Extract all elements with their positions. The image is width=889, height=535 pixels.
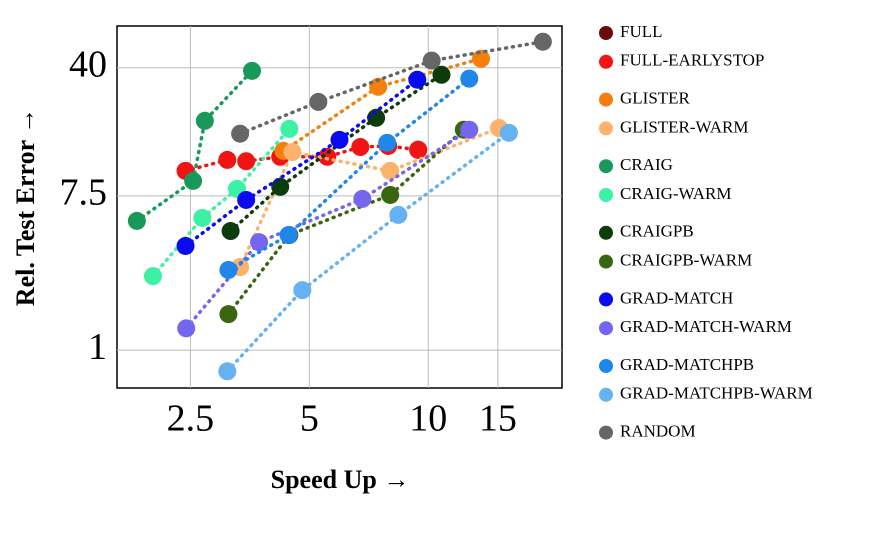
legend-label: CRAIG-WARM bbox=[620, 184, 731, 203]
point bbox=[472, 49, 491, 68]
x-tick-label: 2.5 bbox=[167, 398, 215, 440]
legend-label: GRAD-MATCH-WARM bbox=[620, 317, 792, 336]
y-tick-label: 40 bbox=[69, 43, 107, 85]
legend-label: GRAD-MATCH bbox=[620, 288, 733, 307]
point bbox=[351, 138, 370, 157]
point bbox=[422, 51, 441, 70]
point bbox=[184, 171, 203, 190]
legend-label: CRAIG bbox=[620, 155, 673, 174]
series-line bbox=[238, 39, 545, 136]
point bbox=[378, 133, 397, 152]
x-axis-label: Speed Up → bbox=[271, 465, 410, 494]
point bbox=[367, 108, 386, 127]
point bbox=[193, 208, 212, 227]
legend-label: GRAD-MATCHPB bbox=[620, 355, 754, 374]
point bbox=[219, 260, 238, 279]
series-line bbox=[225, 131, 511, 374]
point bbox=[177, 319, 196, 338]
series-line bbox=[226, 76, 472, 272]
legend-marker bbox=[599, 321, 613, 336]
legend-label: CRAIGPB bbox=[620, 222, 694, 241]
point bbox=[499, 123, 518, 142]
y-tick-label: 1 bbox=[88, 326, 107, 368]
point bbox=[143, 267, 162, 286]
point bbox=[280, 119, 299, 138]
y-axis-label: Rel. Test Error → bbox=[11, 108, 40, 306]
point bbox=[271, 177, 290, 196]
point bbox=[293, 281, 312, 300]
point bbox=[353, 189, 372, 208]
legend-label: GLISTER bbox=[620, 89, 691, 108]
plot-frame bbox=[116, 25, 563, 389]
legend-marker bbox=[599, 54, 613, 69]
point bbox=[218, 362, 237, 381]
series-line bbox=[135, 69, 254, 223]
point bbox=[432, 65, 451, 84]
point bbox=[279, 226, 298, 245]
legend-marker bbox=[599, 188, 613, 202]
point bbox=[221, 222, 240, 241]
legend-marker bbox=[599, 225, 613, 240]
x-tick-label: 10 bbox=[409, 398, 447, 440]
point bbox=[330, 130, 349, 149]
point bbox=[218, 150, 237, 169]
series-line bbox=[228, 73, 444, 233]
legend-marker bbox=[599, 254, 613, 269]
point bbox=[231, 124, 250, 143]
legend-label: FULL bbox=[620, 22, 663, 41]
series-line bbox=[238, 126, 501, 269]
point bbox=[408, 70, 427, 89]
point bbox=[460, 120, 479, 139]
point bbox=[409, 140, 428, 159]
point bbox=[176, 236, 195, 255]
legend-marker bbox=[599, 26, 613, 40]
legend-marker bbox=[599, 159, 613, 174]
legend-label: FULL-EARLYSTOP bbox=[620, 51, 764, 70]
legend-marker bbox=[599, 92, 613, 107]
point bbox=[309, 92, 328, 111]
point bbox=[533, 32, 552, 51]
point bbox=[381, 161, 400, 180]
legend-label: GRAD-MATCHPB-WARM bbox=[620, 384, 813, 403]
point bbox=[127, 211, 146, 230]
point bbox=[237, 152, 256, 171]
point bbox=[460, 69, 479, 88]
point bbox=[318, 147, 337, 166]
x-tick-label: 5 bbox=[300, 398, 319, 440]
point bbox=[237, 190, 256, 209]
legend-marker bbox=[599, 121, 613, 136]
point bbox=[219, 305, 238, 324]
point bbox=[243, 61, 262, 80]
legend-marker bbox=[599, 359, 613, 373]
series-line bbox=[226, 127, 466, 316]
series-line bbox=[151, 127, 292, 278]
legend-marker bbox=[599, 292, 613, 307]
point bbox=[195, 111, 214, 130]
point bbox=[283, 143, 302, 162]
point bbox=[369, 77, 388, 96]
point bbox=[381, 185, 400, 204]
point bbox=[250, 233, 269, 252]
series-line bbox=[183, 77, 420, 248]
legend-label: CRAIGPB-WARM bbox=[620, 251, 752, 270]
legend-label: RANDOM bbox=[620, 422, 696, 441]
x-tick-label: 15 bbox=[479, 398, 517, 440]
point bbox=[389, 205, 408, 224]
legend-marker bbox=[599, 425, 613, 440]
legend-label: GLISTER-WARM bbox=[620, 117, 748, 136]
legend-marker bbox=[599, 387, 613, 402]
y-tick-label: 7.5 bbox=[60, 172, 108, 214]
series-line bbox=[184, 127, 472, 331]
